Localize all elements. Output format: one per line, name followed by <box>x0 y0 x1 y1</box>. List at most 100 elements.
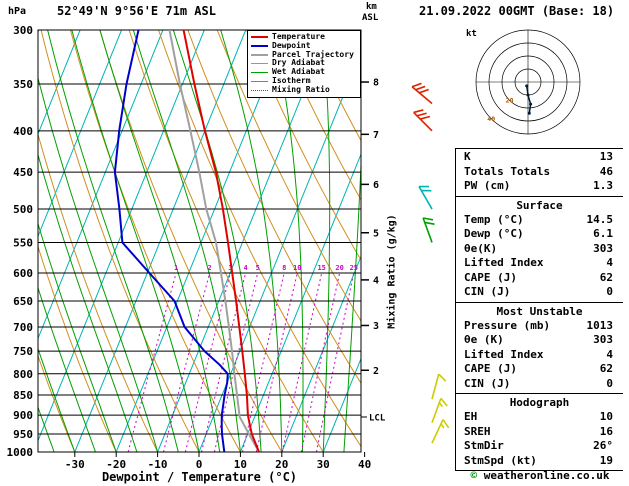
stat-label: θe (K) <box>464 333 504 346</box>
temp-tick-label: -10 <box>148 458 168 471</box>
stat-value: 14.5 <box>586 212 614 226</box>
km-tick-label: 4 <box>373 275 379 286</box>
wet-adiabat-line <box>38 347 76 452</box>
stats-row: Temp (°C) 14.5 <box>456 213 623 228</box>
legend-line-sample <box>251 36 268 39</box>
legend-line-sample <box>251 53 268 56</box>
legend-label: Isotherm <box>272 75 311 85</box>
pressure-tick-label: 750 <box>13 345 33 358</box>
stats-row: Pressure (mb) 1013 <box>456 319 623 334</box>
isotherm-line <box>38 30 205 442</box>
dry-adiabat-line <box>38 354 76 452</box>
isotherm-line <box>281 255 361 452</box>
stats-row: PW (cm) 1.3 <box>456 179 623 194</box>
copyright: © weatheronline.co.uk <box>455 469 625 482</box>
mixing-ratio-axis-label: Mixing Ratio (g/kg) <box>386 214 398 329</box>
stat-value: 10 <box>599 410 613 423</box>
isotherm-line <box>239 152 361 452</box>
legend-item: Parcel Trajectory <box>251 50 357 60</box>
stat-value: 62 <box>599 270 613 284</box>
pressure-tick-label: 500 <box>13 203 33 216</box>
mixing-ratio-value-label: 4 <box>243 264 247 272</box>
pressure-axis-unit: hPa <box>8 6 27 17</box>
x-axis-label: Dewpoint / Temperature (°C) <box>101 470 298 484</box>
stats-row: StmDir 26° <box>456 439 623 454</box>
stats-row: Dewp (°C) 6.1 <box>456 227 623 242</box>
stat-label: Pressure (mb) <box>464 318 551 332</box>
pressure-tick-label: 850 <box>13 389 33 402</box>
wind-barb <box>431 397 448 424</box>
stat-label: EH <box>464 410 478 423</box>
wind-barb <box>431 373 447 400</box>
temp-tick-label: 20 <box>275 458 288 471</box>
mixing-ratio-value-label: 5 <box>256 264 260 272</box>
stat-label: Temp (°C) <box>464 212 524 226</box>
temp-tick-label: 10 <box>234 458 247 471</box>
legend-box: Temperature Dewpoint Parcel Trajectory Dry … <box>247 30 361 98</box>
legend-line-sample <box>251 45 268 48</box>
temperature-curve <box>182 30 260 452</box>
stats-section: Surface Temp (°C) 14.5 Dewp (°C) 6.1 θe(K) 303… <box>456 197 623 303</box>
legend-label: Mixing Ratio <box>272 84 330 94</box>
dry-adiabat-line <box>275 30 361 201</box>
mixing-ratio-line <box>255 272 298 452</box>
temp-tick-label: -20 <box>106 458 126 471</box>
stats-row: Totals Totals 46 <box>456 165 623 180</box>
stats-row: CIN (J) 0 <box>456 377 623 392</box>
stat-value: 4 <box>606 256 613 269</box>
temp-tick-label: 30 <box>317 458 330 471</box>
wind-barb <box>431 419 450 444</box>
stat-label: Lifted Index <box>464 347 544 361</box>
stats-section-header: Hodograph <box>509 396 570 409</box>
stats-row: Lifted Index 4 <box>456 256 623 271</box>
mixing-ratio-value-label: 15 <box>317 264 325 272</box>
pressure-tick-label: 1000 <box>7 446 34 459</box>
stats-row: CAPE (J) 62 <box>456 271 623 286</box>
stats-row: CAPE (J) 62 <box>456 362 623 377</box>
hodograph-unit-label: kt <box>466 29 477 39</box>
wet-adiabat-line <box>47 30 179 452</box>
mixing-ratio-value-label: 3 <box>228 264 232 272</box>
hodograph-ring-label: 20 <box>506 96 514 104</box>
stat-value: 6.1 <box>593 227 613 240</box>
stat-label: CIN (J) <box>464 376 511 390</box>
isotherm-line <box>157 30 329 452</box>
hodograph: kt 20 40 <box>466 29 581 135</box>
km-tick-label: 8 <box>373 78 379 89</box>
pressure-tick-label: 700 <box>13 321 33 334</box>
stat-label: SREH <box>464 424 491 438</box>
isotherm-line <box>38 30 122 238</box>
legend-line-sample <box>251 63 268 65</box>
pressure-tick-label: 300 <box>13 24 33 37</box>
stat-value: 46 <box>599 164 613 178</box>
wind-barb <box>418 185 433 210</box>
legend-item: Isotherm <box>251 75 357 86</box>
km-tick-label: 5 <box>373 228 379 239</box>
stat-value: 0 <box>606 285 613 298</box>
mixing-ratio-value-label: 20 <box>335 264 343 272</box>
lcl-label: LCL <box>369 414 386 424</box>
pressure-tick-label: 900 <box>13 409 33 422</box>
datetime-title: 21.09.2022 00GMT (Base: 18) <box>419 4 615 18</box>
wind-barb <box>413 109 433 132</box>
stat-label: StmDir <box>464 439 504 452</box>
pressure-tick-label: 650 <box>13 295 33 308</box>
pressure-tick-label: 350 <box>13 78 33 91</box>
stats-section: Most Unstable Pressure (mb) 1013 θe (K) 303 L… <box>456 303 623 394</box>
mixing-ratio-value-label: 1 <box>174 264 178 272</box>
stat-label: Totals Totals <box>464 164 551 178</box>
stats-section-header: Surface <box>516 198 563 212</box>
station-title: 52°49'N 9°56'E 71m ASL <box>57 4 216 18</box>
stat-label: CAPE (J) <box>464 270 517 284</box>
stats-row: Lifted Index 4 <box>456 348 623 363</box>
pressure-tick-label: 400 <box>13 125 33 138</box>
temp-tick-label: 0 <box>196 458 203 471</box>
stats-row: CIN (J) 0 <box>456 285 623 300</box>
mixing-ratio-value-label: 25 <box>350 264 358 272</box>
isotherm-line <box>38 30 164 340</box>
legend-line-sample <box>251 80 268 82</box>
stat-label: CAPE (J) <box>464 362 517 375</box>
mixing-ratio-line <box>184 272 231 452</box>
